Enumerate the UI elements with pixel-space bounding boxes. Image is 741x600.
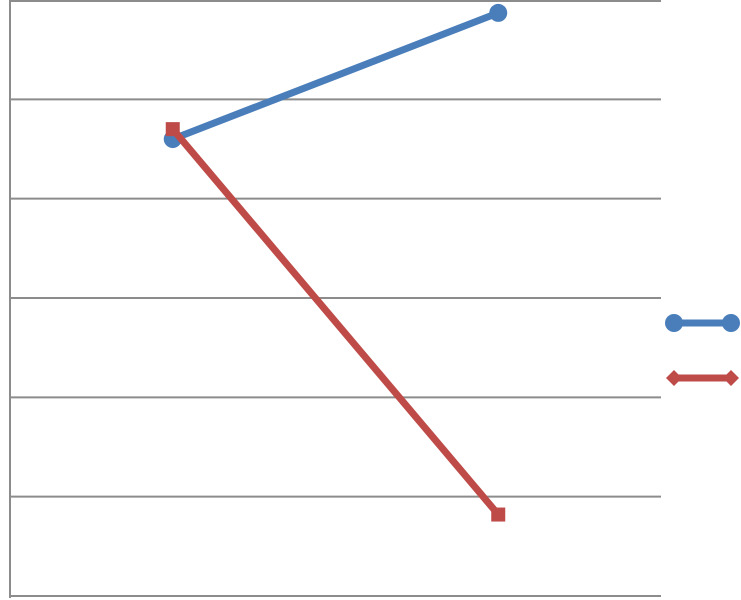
legend-key-2-marker-end <box>723 370 739 386</box>
series-1-point-2 <box>489 3 508 22</box>
gridlines <box>10 0 661 597</box>
legend-key-2 <box>666 370 739 386</box>
series-layer <box>163 3 508 522</box>
legend-key-1 <box>665 314 740 332</box>
series-1 <box>163 3 508 149</box>
legend-key-1-marker-start <box>665 314 683 332</box>
series-2-point-1 <box>165 122 180 137</box>
series-2 <box>165 122 506 522</box>
legend <box>665 314 740 386</box>
legend-key-2-marker-start <box>666 370 682 386</box>
series-2-point-2 <box>491 507 506 522</box>
series-1-line <box>171 9 500 143</box>
series-2-line <box>170 126 501 517</box>
legend-key-1-marker-end <box>722 314 740 332</box>
